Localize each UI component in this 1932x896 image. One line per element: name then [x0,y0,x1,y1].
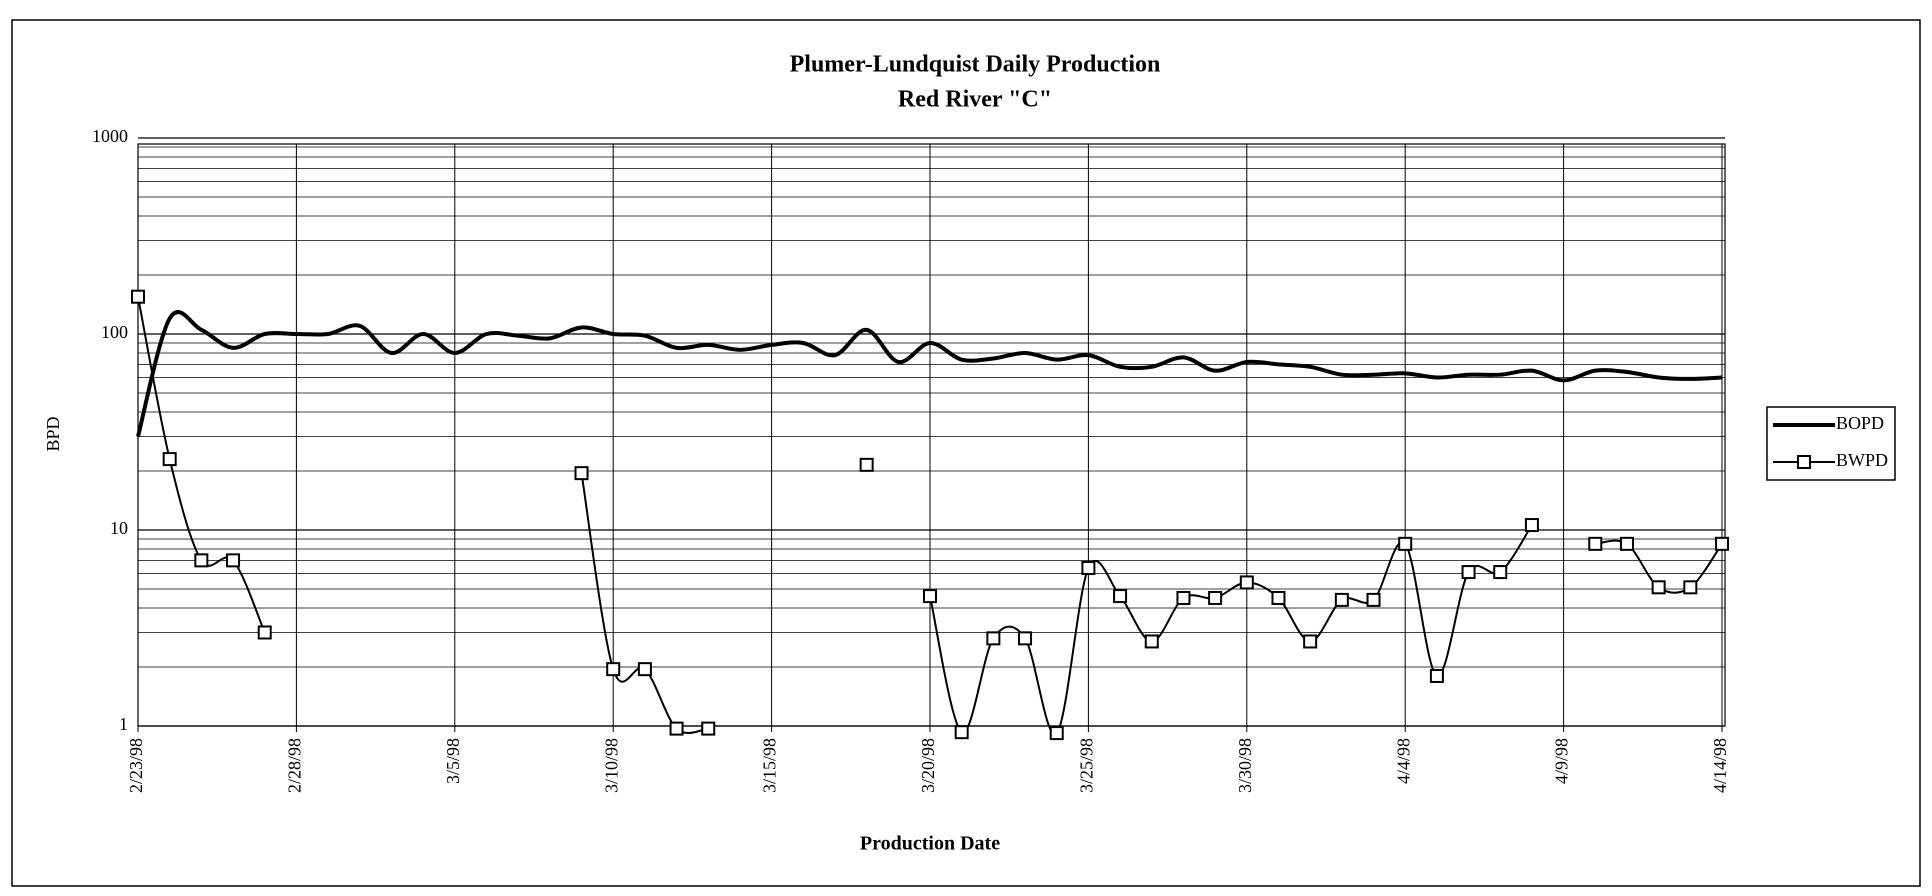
x-tick-label: 3/25/98 [1077,738,1097,793]
x-axis-label: Production Date [860,833,1000,855]
marker [1208,590,1223,605]
marker [637,662,652,677]
x-tick-label: 4/9/98 [1552,738,1572,784]
legend-label: BWPD [1836,450,1888,470]
marker [1715,536,1729,551]
marker [606,662,621,677]
marker [1619,536,1634,551]
chart-subtitle: Red River "C" [898,87,1052,113]
marker [1651,580,1666,595]
x-tick-label: 3/20/98 [918,738,938,793]
series-line [929,524,1533,735]
marker [701,721,716,736]
marker [1366,592,1381,607]
x-tick-label: 3/15/98 [760,738,780,793]
series-line [580,472,709,734]
frame [11,19,1921,887]
marker [1683,580,1698,595]
marker [859,457,874,472]
y-tick-label: 100 [101,322,128,342]
series-line [136,310,1723,438]
marker [1271,590,1286,605]
y-tick-label: 10 [110,518,128,538]
legend-label: BOPD [1836,413,1884,433]
marker [923,589,937,604]
x-tick-label: 3/10/98 [601,738,621,793]
marker [162,452,177,467]
marker [1018,631,1033,646]
marker [1524,518,1539,533]
marker [1176,590,1191,605]
marker [1461,565,1476,580]
x-tick-label: 3/30/98 [1235,738,1255,793]
marker [669,721,684,736]
marker [1113,589,1128,604]
marker [954,725,969,740]
x-tick-label: 2/28/98 [285,738,305,793]
x-tick-label: 3/5/98 [443,738,463,784]
marker [131,289,145,304]
marker [1334,592,1349,607]
marker [194,553,209,568]
marker [1398,536,1413,551]
marker [226,553,241,568]
y-axis-label: BPD [43,416,63,451]
y-tick-label: 1000 [92,126,128,146]
y-tick-label: 1 [119,714,128,734]
marker [1493,565,1508,580]
x-tick-label: 4/4/98 [1393,738,1413,784]
marker [1144,634,1159,649]
marker [1303,634,1318,649]
marker [574,466,589,481]
plot-border [137,143,1726,727]
x-tick-label: 4/14/98 [1710,738,1730,793]
marker [1588,536,1603,551]
marker [257,625,272,640]
series-line [137,296,266,633]
marker [1049,726,1064,741]
marker [1239,575,1254,590]
chart-title: Plumer-Lundquist Daily Production [790,52,1161,78]
marker [1429,668,1444,683]
x-tick-label: 2/23/98 [126,738,146,793]
marker [986,631,1001,646]
marker [1081,560,1096,575]
legend-marker [1797,455,1811,469]
legend [1766,406,1896,481]
